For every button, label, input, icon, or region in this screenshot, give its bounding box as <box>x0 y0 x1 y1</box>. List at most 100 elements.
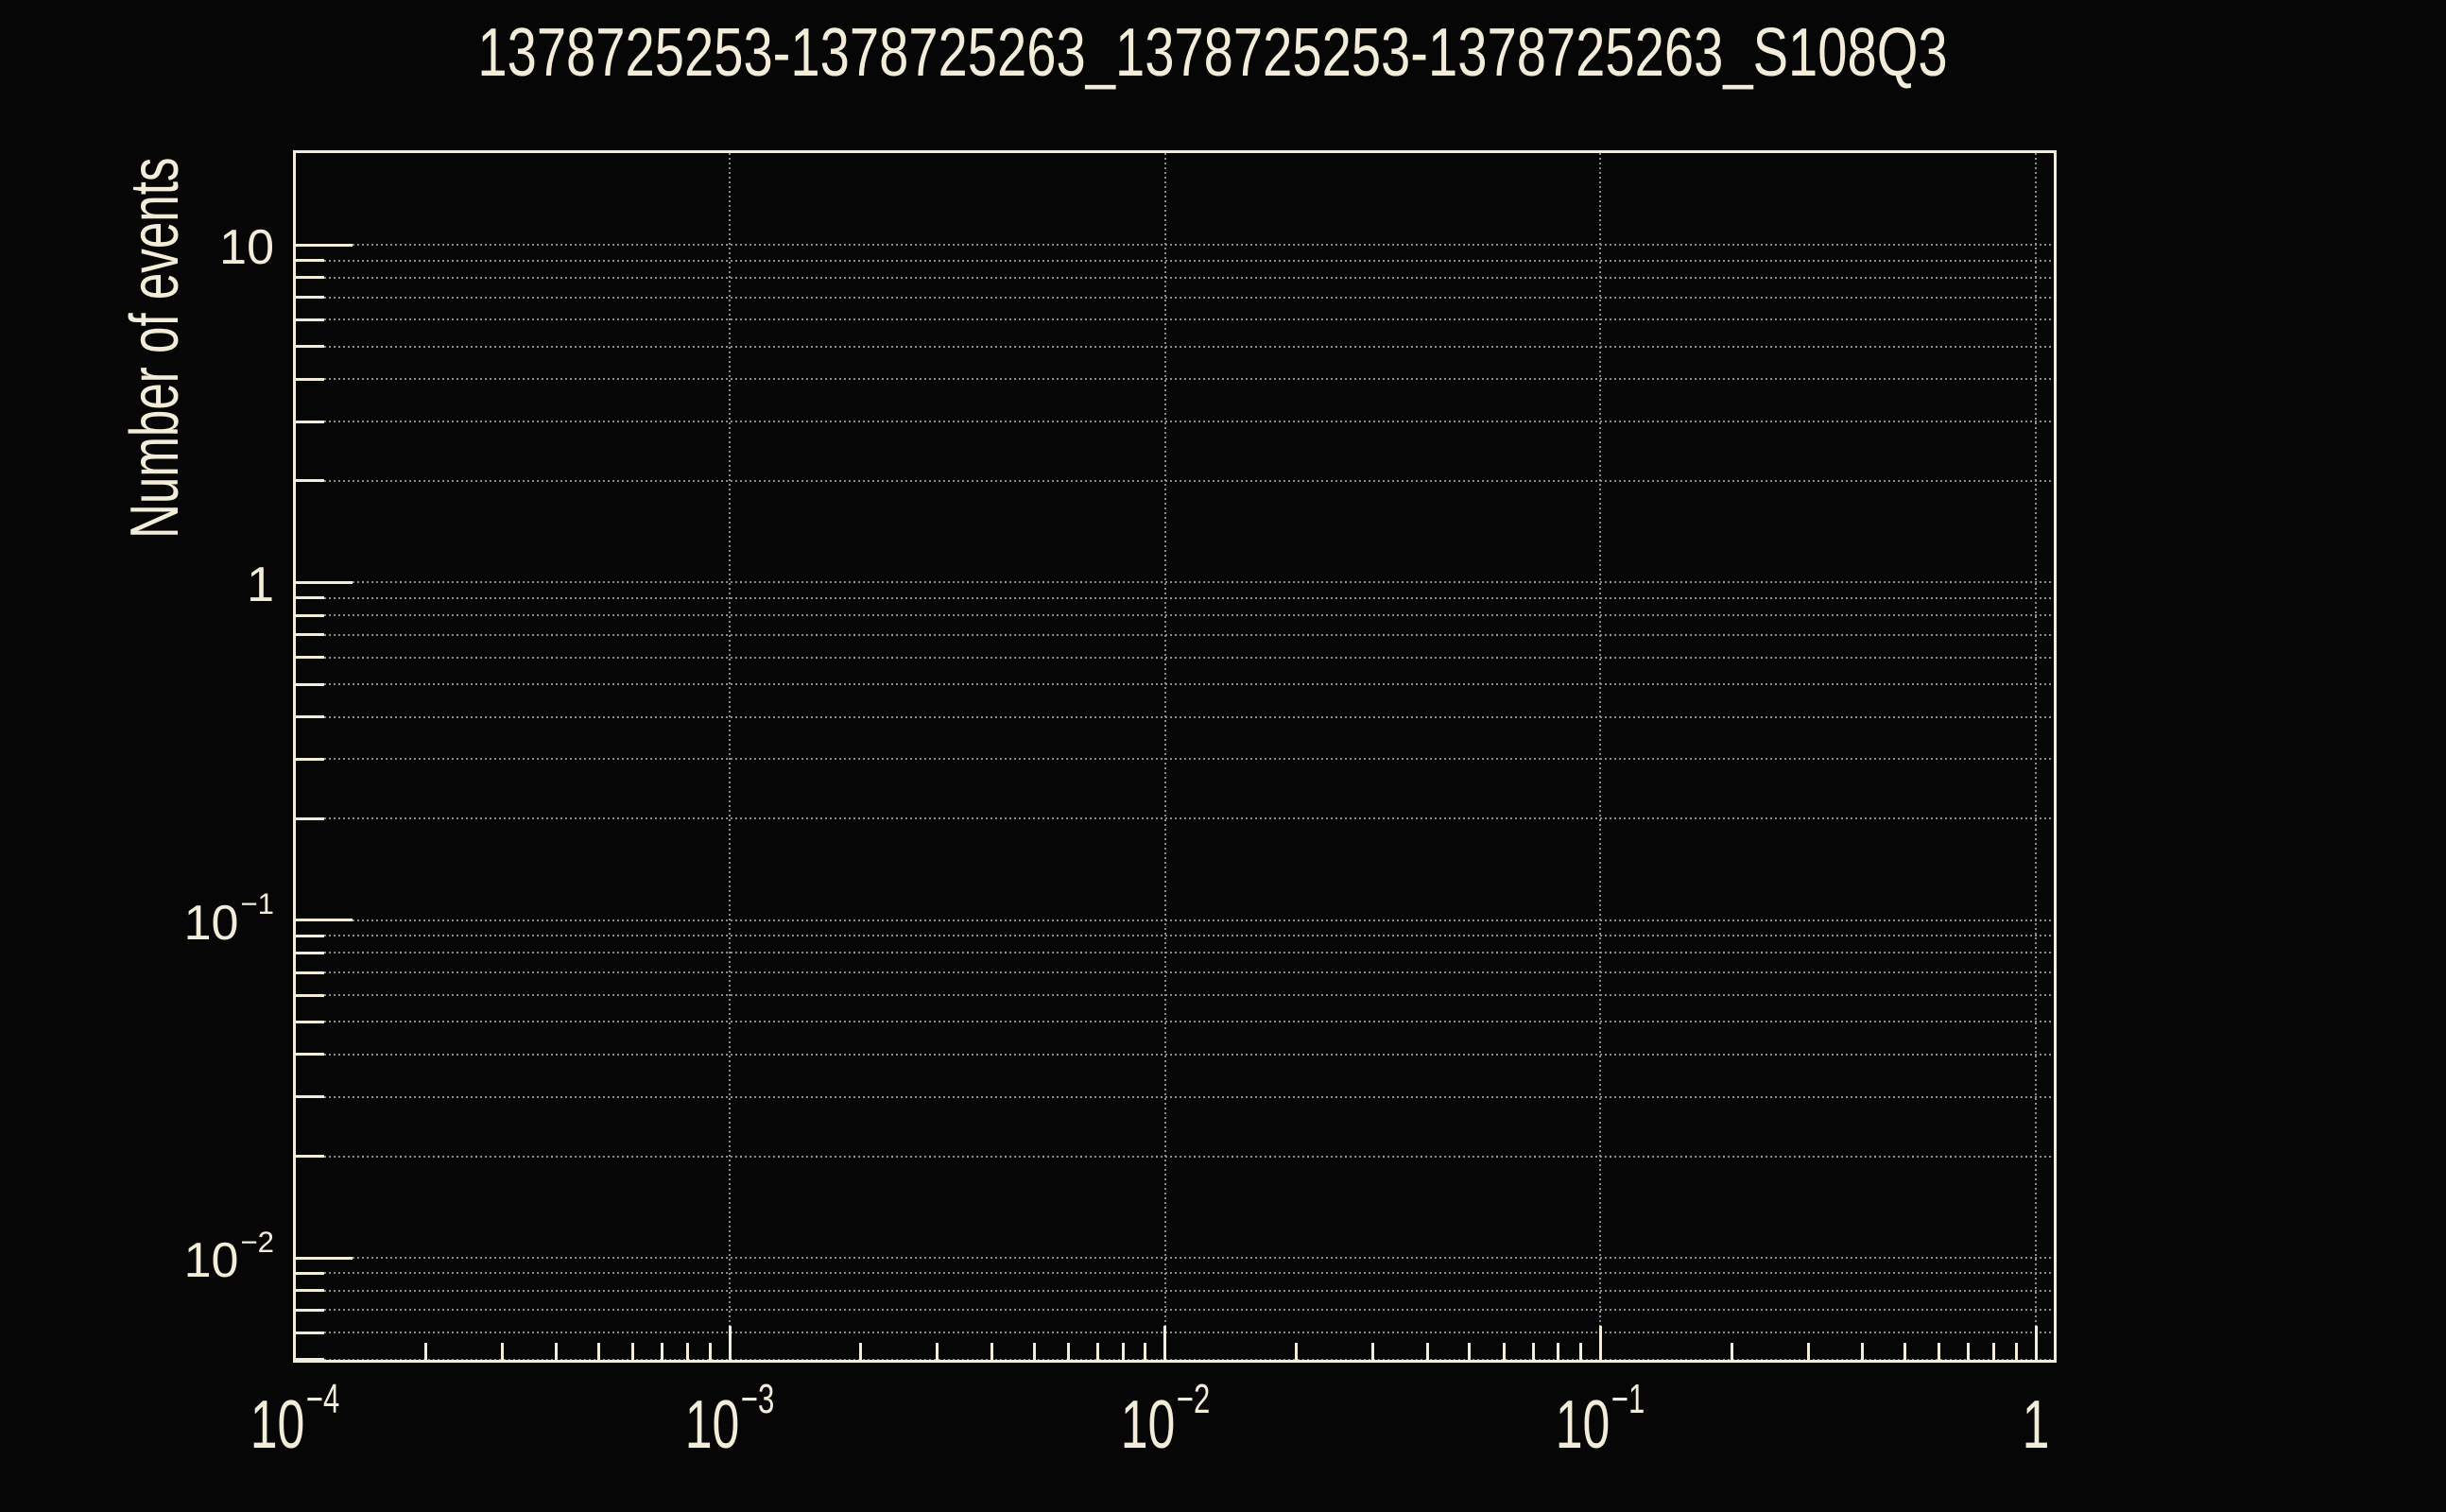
y-minor-tick <box>296 993 324 997</box>
y-minor-tick <box>296 971 324 974</box>
h-gridline <box>296 935 2054 937</box>
x-minor-tick <box>936 1343 939 1360</box>
x-tick-exponent: −4 <box>305 1377 339 1423</box>
h-gridline <box>296 1272 2054 1275</box>
y-minor-tick <box>296 276 324 280</box>
x-tick-label: 1 <box>2022 1387 2050 1463</box>
y-minor-tick <box>296 377 324 381</box>
y-minor-tick <box>296 1331 324 1334</box>
x-minor-tick <box>661 1343 664 1360</box>
x-tick-exponent: −3 <box>740 1377 775 1423</box>
x-minor-tick <box>1903 1343 1906 1360</box>
x-minor-tick <box>1967 1343 1971 1360</box>
h-gridline <box>296 971 2054 974</box>
x-minor-tick <box>1730 1343 1733 1360</box>
x-axis-title: Xi value <box>1884 1506 2056 1512</box>
h-gridline <box>296 378 2054 381</box>
y-major-tick <box>296 580 353 584</box>
y-minor-tick <box>296 596 324 600</box>
x-minor-tick <box>596 1343 600 1360</box>
x-minor-tick <box>686 1343 690 1360</box>
h-gridline <box>296 817 2054 820</box>
x-minor-tick <box>555 1343 559 1360</box>
x-minor-tick <box>1371 1343 1375 1360</box>
y-minor-tick <box>296 259 324 263</box>
x-minor-tick <box>1144 1343 1147 1360</box>
y-minor-tick <box>296 1358 324 1362</box>
x-minor-tick <box>1095 1343 1099 1360</box>
x-tick-label: 10−1 <box>1556 1377 1645 1463</box>
y-major-tick <box>296 243 353 247</box>
x-minor-tick <box>990 1343 993 1360</box>
y-minor-tick <box>296 682 324 686</box>
v-gridline <box>729 153 732 1360</box>
y-minor-tick <box>296 1095 324 1099</box>
h-gridline <box>296 259 2054 262</box>
x-tick-label: 10−2 <box>1120 1377 1211 1463</box>
y-minor-tick <box>296 1155 324 1158</box>
x-minor-tick <box>1938 1343 1941 1360</box>
v-gridline <box>1163 153 1166 1360</box>
x-minor-tick <box>1295 1343 1298 1360</box>
h-gridline <box>296 614 2054 617</box>
h-gridline <box>296 596 2054 599</box>
plot-frame <box>293 150 2057 1363</box>
h-gridline <box>296 276 2054 279</box>
h-gridline <box>296 1358 2054 1361</box>
x-major-tick <box>728 1326 732 1360</box>
y-tick-exponent: −1 <box>240 887 274 921</box>
h-gridline <box>296 479 2054 482</box>
h-gridline <box>296 318 2054 321</box>
y-minor-tick <box>296 1271 324 1275</box>
h-gridline <box>296 1289 2054 1292</box>
y-minor-tick <box>296 1289 324 1293</box>
y-minor-tick <box>296 1020 324 1023</box>
h-gridline <box>296 1021 2054 1023</box>
h-gridline <box>296 1053 2054 1056</box>
h-gridline <box>296 758 2054 761</box>
h-gridline <box>296 296 2054 299</box>
x-tick-label: 10−3 <box>684 1377 775 1463</box>
y-minor-tick <box>296 1053 324 1057</box>
x-minor-tick <box>1425 1343 1429 1360</box>
x-minor-tick <box>423 1343 427 1360</box>
y-tick-label: 10 <box>219 220 274 276</box>
h-gridline <box>296 683 2054 686</box>
y-minor-tick <box>296 656 324 660</box>
h-gridline <box>296 1257 2054 1260</box>
h-gridline <box>296 1095 2054 1098</box>
x-minor-tick <box>500 1343 504 1360</box>
h-gridline <box>296 1332 2054 1334</box>
y-minor-tick <box>296 951 324 954</box>
h-gridline <box>296 1309 2054 1312</box>
y-minor-tick <box>296 715 324 719</box>
x-major-tick <box>1598 1326 1602 1360</box>
v-gridline <box>1599 153 1602 1360</box>
x-minor-tick <box>1067 1343 1071 1360</box>
y-tick-exponent: −2 <box>240 1225 274 1259</box>
y-minor-tick <box>296 296 324 300</box>
x-minor-tick <box>1502 1343 1506 1360</box>
y-minor-tick <box>296 633 324 637</box>
x-minor-tick <box>2014 1343 2018 1360</box>
x-tick-exponent: −2 <box>1176 1377 1211 1423</box>
y-tick-label: 10−1 <box>183 887 274 951</box>
x-minor-tick <box>1531 1343 1535 1360</box>
chart-title: 1378725253-1378725263_1378725253-1378725… <box>477 15 1948 91</box>
y-minor-tick <box>296 934 324 937</box>
x-minor-tick <box>1557 1343 1560 1360</box>
y-tick-label: 1 <box>247 558 274 613</box>
x-minor-tick <box>1121 1343 1125 1360</box>
y-minor-tick <box>296 757 324 761</box>
y-minor-tick <box>296 479 324 483</box>
h-gridline <box>296 345 2054 348</box>
x-minor-tick <box>859 1343 863 1360</box>
x-major-tick <box>2034 1326 2038 1360</box>
y-tick-label: 10−2 <box>183 1225 274 1289</box>
y-minor-tick <box>296 816 324 820</box>
y-minor-tick <box>296 345 324 349</box>
